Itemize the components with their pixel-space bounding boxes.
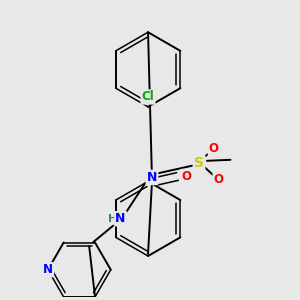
Text: O: O bbox=[214, 173, 224, 186]
Text: O: O bbox=[181, 170, 191, 183]
Text: N: N bbox=[116, 212, 126, 225]
Text: Cl: Cl bbox=[142, 91, 154, 103]
Text: H: H bbox=[108, 214, 117, 224]
Text: S: S bbox=[194, 156, 204, 170]
Text: O: O bbox=[209, 142, 219, 154]
Text: N: N bbox=[147, 171, 157, 184]
Text: N: N bbox=[43, 263, 53, 276]
